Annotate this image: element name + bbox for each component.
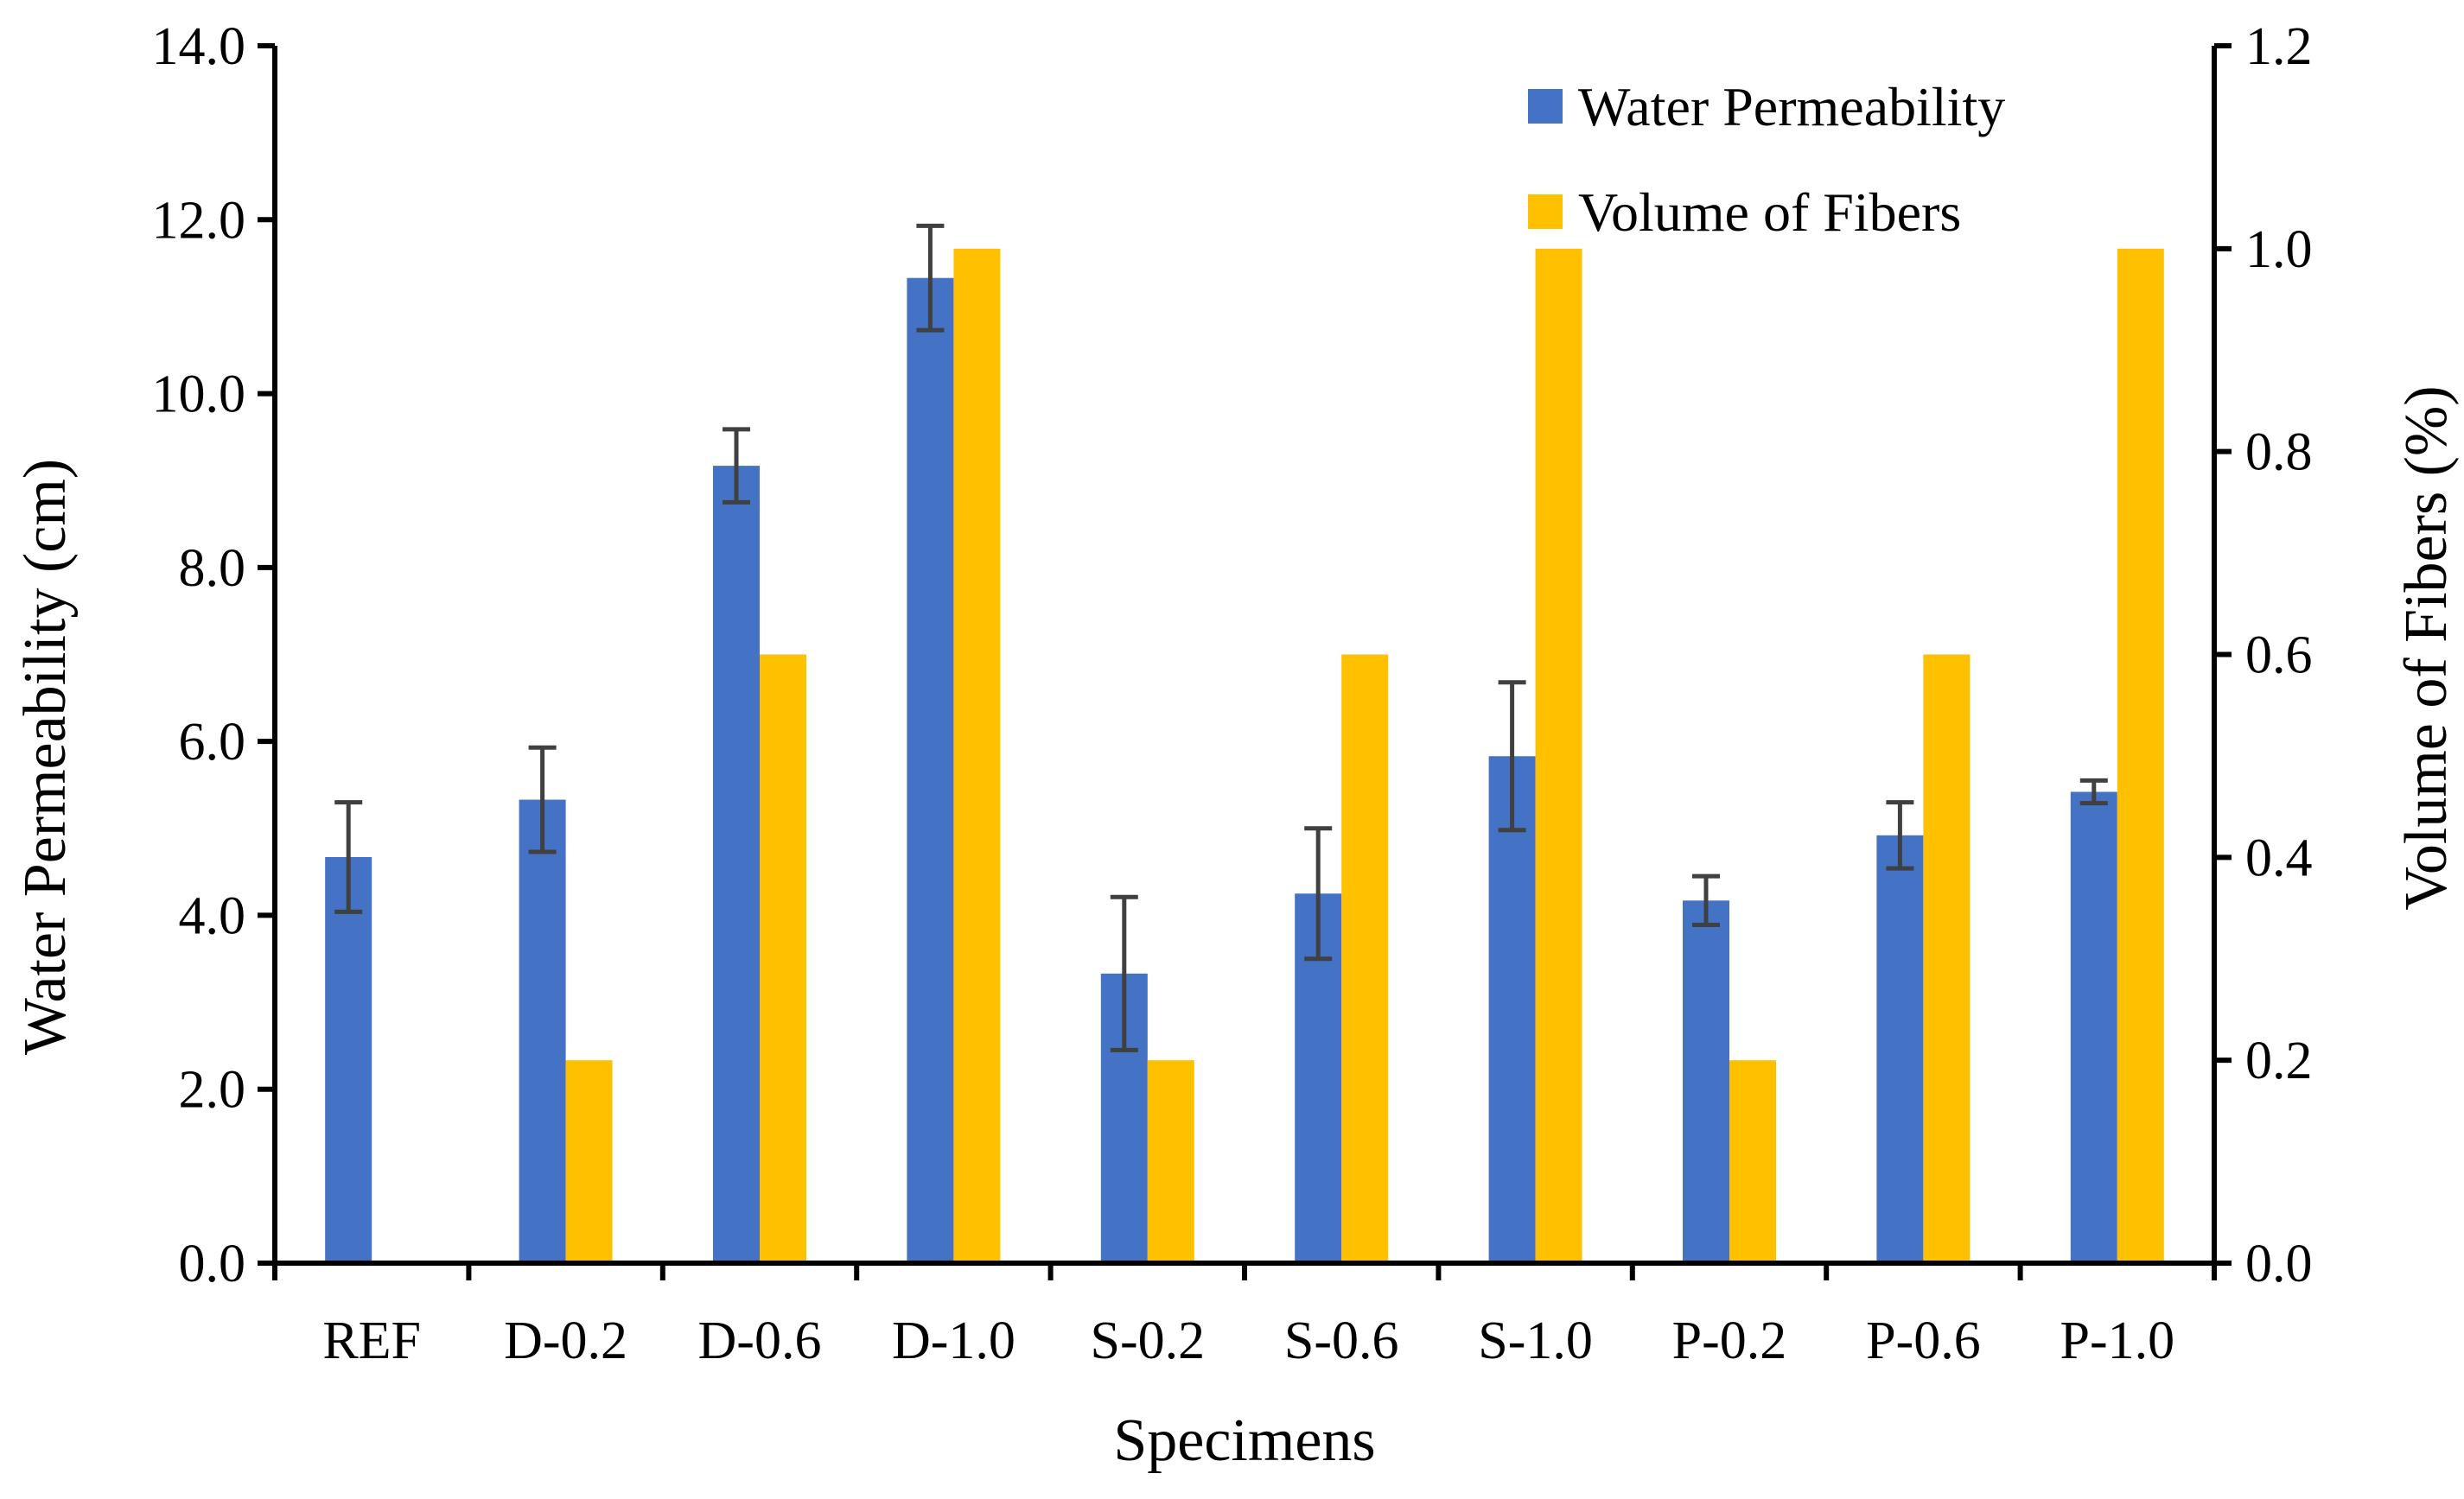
bar-volume-of-fibers-d-0.6 (760, 654, 806, 1263)
y-left-tick-label: 6.0 (179, 713, 246, 772)
y-left-tick-label: 4.0 (179, 886, 246, 945)
x-tick-label: S-1.0 (1478, 1312, 1593, 1370)
bar-volume-of-fibers-p-0.2 (1729, 1060, 1776, 1263)
bar-volume-of-fibers-s-1.0 (1535, 248, 1582, 1263)
bars-layer (325, 248, 2164, 1263)
bar-volume-of-fibers-d-0.2 (565, 1060, 613, 1263)
bar-water-permeability-s-1.0 (1488, 756, 1536, 1263)
bar-water-permeability-p-0.2 (1683, 900, 1729, 1263)
y-axis-left-title: Water Permeability (cm) (12, 459, 79, 1055)
bar-volume-of-fibers-d-1.0 (953, 248, 1001, 1263)
error-bar-s-0.6 (1304, 826, 1333, 962)
y-right-tick-label: 0.8 (2245, 423, 2313, 482)
legend-swatch-volume-of-fibers (1528, 194, 1563, 229)
x-tick-label: REF (322, 1312, 421, 1370)
axes-layer (258, 43, 2232, 1280)
y-right-tick-label: 1.2 (2245, 17, 2313, 76)
x-tick-label: P-1.0 (2060, 1312, 2174, 1370)
x-axis-title: Specimens (1113, 1407, 1375, 1474)
legend-label-water-permeability: Water Permeability (1578, 76, 2005, 137)
error-bar-d-0.2 (528, 745, 557, 854)
legend-label-volume-of-fibers: Volume of Fibers (1578, 181, 1961, 243)
bar-volume-of-fibers-p-0.6 (1923, 654, 1971, 1263)
error-bar-p-0.6 (1886, 800, 1914, 871)
y-left-tick-label: 8.0 (179, 539, 246, 598)
bar-volume-of-fibers-p-1.0 (2117, 248, 2164, 1263)
y-right-tick-label: 0.2 (2245, 1032, 2313, 1090)
error-bar-ref (334, 800, 363, 914)
x-tick-label: D-0.2 (504, 1312, 627, 1370)
y-axis-right-title: Volume of Fibers (%) (2393, 385, 2460, 910)
y-left-tick-label: 10.0 (152, 365, 246, 424)
tick-labels-layer: REF D-0.2 D-0.6 D-1.0 S-0.2 S-0.6 S-1.0 P-0.2 P-… (152, 17, 2313, 1370)
x-tick-label: D-0.6 (698, 1312, 822, 1370)
x-tick-label: P-0.2 (1672, 1312, 1787, 1370)
y-left-tick-label: 14.0 (152, 17, 246, 76)
x-tick-label: P-0.6 (1866, 1312, 1981, 1370)
y-left-tick-label: 0.0 (179, 1235, 246, 1293)
error-bar-p-0.2 (1692, 873, 1720, 927)
error-bar-d-0.6 (723, 427, 750, 505)
x-tick-label: D-1.0 (892, 1312, 1016, 1370)
error-bar-s-1.0 (1498, 680, 1526, 833)
bar-volume-of-fibers-s-0.2 (1147, 1060, 1194, 1263)
bar-water-permeability-p-0.6 (1876, 835, 1924, 1263)
bar-water-permeability-d-0.2 (519, 799, 566, 1263)
error-bar-p-1.0 (2079, 778, 2108, 806)
y-left-tick-label: 2.0 (179, 1061, 246, 1120)
x-tick-label: S-0.2 (1090, 1312, 1205, 1370)
y-right-tick-label: 0.4 (2245, 829, 2313, 887)
x-tick-label: S-0.6 (1284, 1312, 1399, 1370)
y-right-tick-label: 0.0 (2245, 1235, 2313, 1293)
legend: Water Permeability Volume of Fibers (1528, 76, 2005, 243)
y-right-tick-label: 0.6 (2245, 626, 2313, 685)
bar-volume-of-fibers-s-0.6 (1341, 654, 1389, 1263)
bar-water-permeability-d-0.6 (713, 466, 760, 1263)
legend-swatch-water-permeability (1528, 89, 1563, 124)
error-bar-s-0.2 (1110, 894, 1138, 1052)
bar-water-permeability-ref (325, 856, 372, 1263)
error-bars-layer (334, 223, 2108, 1052)
error-bar-d-1.0 (916, 223, 945, 333)
bar-water-permeability-d-1.0 (907, 277, 954, 1263)
bar-water-permeability-p-1.0 (2070, 791, 2117, 1263)
y-right-tick-label: 1.0 (2245, 220, 2313, 279)
y-left-tick-label: 12.0 (152, 191, 246, 250)
